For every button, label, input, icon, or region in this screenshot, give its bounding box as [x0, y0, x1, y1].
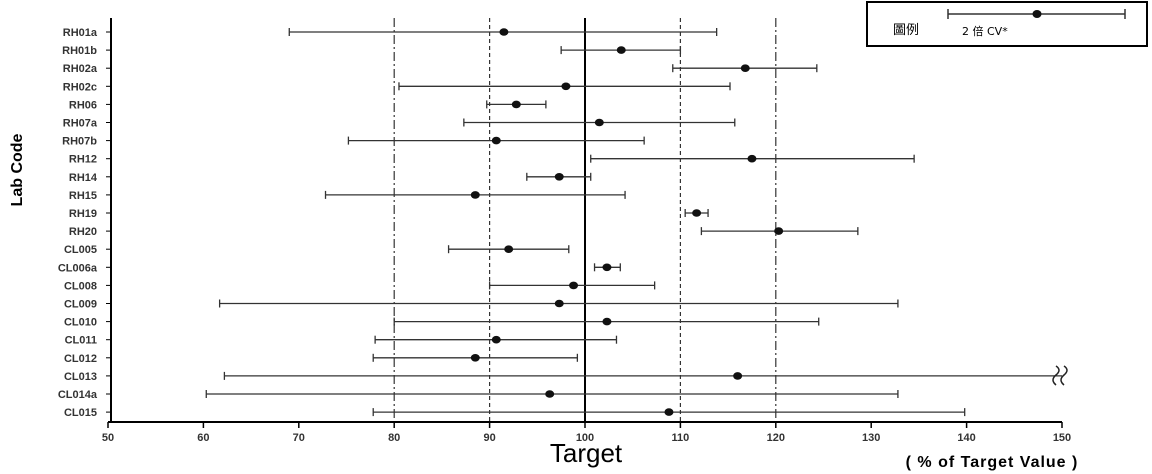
category-label-cl013: CL013 — [64, 371, 97, 383]
category-label-rh20: RH20 — [69, 226, 97, 238]
point-rh15 — [470, 191, 480, 199]
category-label-cl010: CL010 — [64, 317, 97, 329]
point-rh07a — [594, 118, 604, 127]
x-tick-label-100: 100 — [576, 432, 594, 444]
legend-title: 圖例 — [893, 23, 919, 38]
category-label-rh06: RH06 — [69, 99, 97, 111]
point-cl014a — [545, 390, 555, 398]
category-label-rh07a: RH07a — [63, 118, 98, 130]
reference-lines — [393, 18, 777, 422]
x-tick-label-110: 110 — [672, 432, 690, 444]
x-tick-label-60: 60 — [197, 432, 209, 444]
point-rh20 — [774, 227, 784, 235]
point-rh02a — [740, 64, 750, 72]
category-label-cl015: CL015 — [64, 407, 97, 419]
point-rh07b — [491, 136, 501, 145]
legend-entry-label: 2 倍 CV* — [962, 24, 1008, 38]
category-label-rh02c: RH02c — [63, 81, 97, 93]
x-tick-label-50: 50 — [102, 432, 114, 444]
point-rh01b — [616, 46, 626, 54]
category-label-cl012: CL012 — [64, 353, 97, 365]
category-label-cl011: CL011 — [65, 335, 97, 347]
y-axis-title: Lab Code — [9, 133, 26, 206]
point-rh01a — [499, 28, 509, 36]
x-tick-label-150: 150 — [1053, 432, 1071, 444]
category-label-cl006a: CL006a — [58, 262, 98, 274]
x-tick-label-90: 90 — [483, 432, 495, 444]
category-label-cl009: CL009 — [64, 299, 97, 311]
legend: 圖例 2 倍 CV* — [866, 1, 1148, 47]
category-label-rh15: RH15 — [69, 190, 97, 202]
category-label-rh01b: RH01b — [62, 45, 97, 57]
category-label-rh01a: RH01a — [63, 27, 98, 39]
x-axis: 50 60 70 80 90 100 110 120 130 140 150 — [102, 421, 1071, 444]
point-rh02c — [561, 82, 571, 91]
category-label-cl008: CL008 — [64, 280, 97, 292]
point-rh06 — [511, 100, 521, 109]
category-label-rh07b: RH07b — [62, 136, 97, 148]
point-cl008 — [569, 281, 579, 290]
category-label-rh14: RH14 — [69, 172, 98, 184]
category-label-rh12: RH12 — [69, 154, 97, 166]
point-cl013 — [733, 372, 743, 380]
legend-point — [1032, 10, 1042, 18]
x-tick-label-80: 80 — [388, 432, 400, 444]
x-tick-label-120: 120 — [767, 432, 785, 444]
x-tick-label-130: 130 — [862, 432, 880, 444]
point-cl015 — [664, 408, 674, 416]
category-label-cl014a: CL014a — [58, 389, 98, 401]
x-tick-label-70: 70 — [293, 432, 305, 444]
category-label-rh02a: RH02a — [63, 63, 98, 75]
category-labels: RH01a RH01b RH02a RH02c RH06 RH07a RH07b RH12 RH… — [58, 27, 111, 419]
point-cl006a — [602, 263, 612, 272]
point-cl005 — [504, 245, 514, 253]
axis-break-mark — [1052, 365, 1068, 386]
point-cl009 — [554, 299, 564, 308]
error-bars — [205, 28, 1062, 417]
x-axis-title: Target — [550, 438, 623, 468]
x-tick-label-140: 140 — [957, 432, 975, 444]
category-label-rh19: RH19 — [69, 208, 97, 220]
point-cl010 — [602, 317, 612, 326]
x-axis-unit-label: ( % of Target Value ) — [906, 454, 1079, 471]
point-cl012 — [470, 354, 480, 362]
point-rh12 — [747, 154, 757, 163]
legend-box — [866, 1, 1148, 47]
category-label-cl005: CL005 — [64, 244, 97, 256]
point-rh14 — [554, 173, 564, 181]
point-cl011 — [491, 335, 501, 344]
point-rh19 — [692, 209, 702, 217]
